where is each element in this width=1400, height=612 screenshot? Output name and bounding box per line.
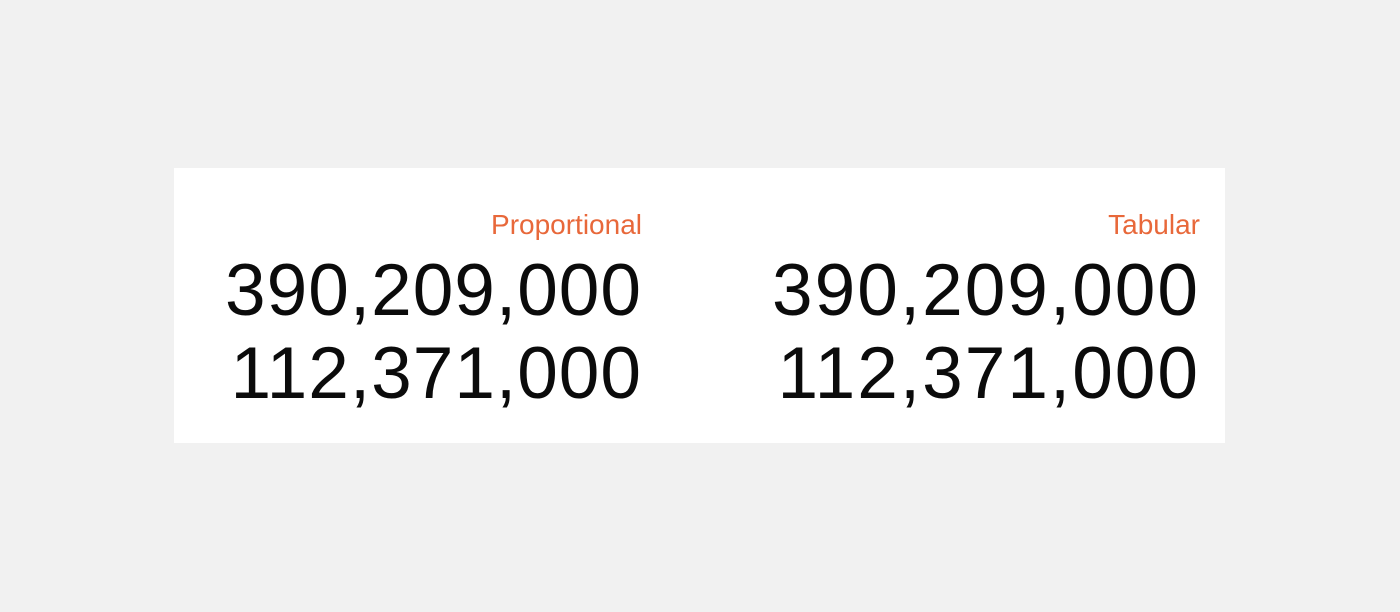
proportional-number-1: 390,209,000 <box>225 250 642 331</box>
proportional-label: Proportional <box>491 209 642 240</box>
tabular-label: Tabular <box>1108 209 1200 240</box>
proportional-number-2: 112,371,000 <box>230 333 642 414</box>
tabular-number-2: 112,371,000 <box>777 333 1200 414</box>
tabular-number-1: 390,209,000 <box>772 250 1200 331</box>
proportional-column: Proportional 390,209,000 112,371,000 <box>174 168 642 443</box>
comparison-card: Proportional 390,209,000 112,371,000 Tab… <box>174 168 1225 443</box>
tabular-column: Tabular 390,209,000 112,371,000 <box>700 168 1200 443</box>
